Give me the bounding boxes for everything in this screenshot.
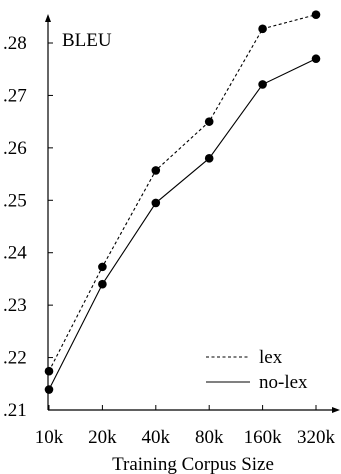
- y-tick-label: .25: [3, 190, 27, 211]
- y-tick-label: .23: [3, 295, 27, 316]
- data-point: [204, 154, 214, 163]
- data-point: [98, 279, 107, 289]
- series-lex: [44, 10, 321, 376]
- x-tick-label: 320k: [297, 427, 336, 448]
- data-point: [98, 262, 107, 272]
- x-ticks: 10k 20k 40k 80k 160k 320k: [35, 405, 336, 448]
- legend-label: no-lex: [259, 372, 308, 393]
- x-axis-arrow: [332, 407, 340, 413]
- y-tick-label: .26: [3, 138, 27, 159]
- data-point: [311, 10, 321, 19]
- y-tick-label: .22: [3, 348, 27, 369]
- series-group: [44, 10, 321, 394]
- data-point: [311, 54, 321, 64]
- y-tick-label: .24: [3, 243, 27, 264]
- data-point: [44, 385, 54, 394]
- x-tick-label: 10k: [35, 427, 64, 448]
- x-axis-label: Training Corpus Size: [112, 454, 274, 474]
- y-tick-label: .28: [3, 33, 27, 54]
- data-point: [151, 198, 161, 208]
- legend: lex no-lex: [206, 347, 308, 393]
- legend-item-no-lex: no-lex: [206, 372, 308, 393]
- series-line-lex: [48, 14, 317, 372]
- x-tick-label: 160k: [244, 427, 283, 448]
- x-tick-label: 40k: [142, 427, 171, 448]
- y-axis-label: BLEU: [62, 30, 112, 51]
- data-point: [258, 80, 267, 89]
- legend-item-lex: lex: [206, 347, 283, 368]
- legend-label: lex: [259, 347, 283, 368]
- x-tick-label: 80k: [195, 427, 224, 448]
- y-tick-label: .21: [3, 400, 27, 421]
- data-point: [44, 366, 54, 376]
- data-point: [151, 166, 161, 175]
- y-ticks: .21 .22 .23 .24 .25 .26 .27 .28: [3, 33, 53, 421]
- y-tick-label: .27: [3, 85, 27, 106]
- x-tick-label: 20k: [88, 427, 117, 448]
- series-line-no-lex: [48, 58, 317, 390]
- series-no-lex: [44, 54, 321, 394]
- data-point: [258, 24, 267, 34]
- data-point: [204, 117, 214, 126]
- y-axis-arrow: [45, 14, 51, 22]
- axes: [45, 14, 340, 413]
